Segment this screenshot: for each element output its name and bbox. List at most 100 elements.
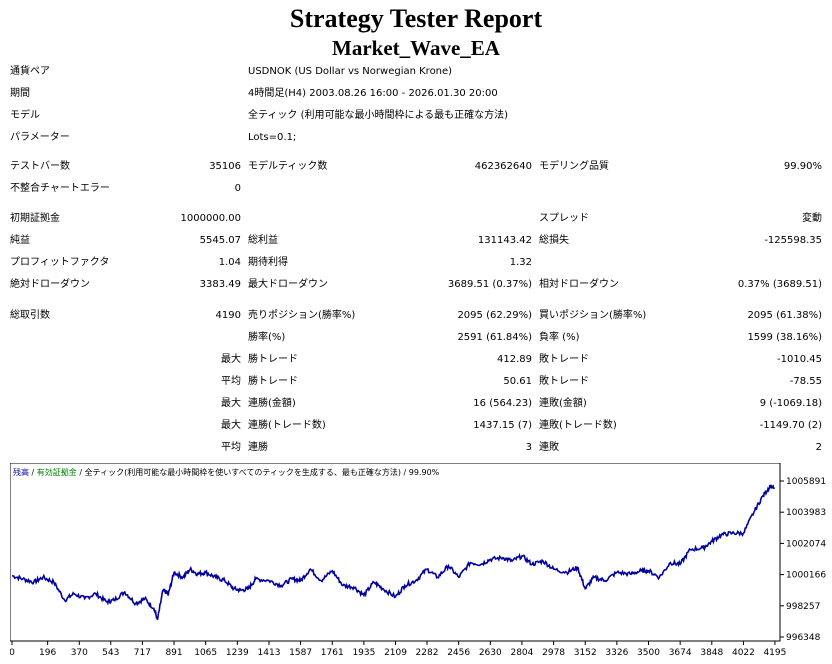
x-tick-label: 1761 <box>321 648 344 658</box>
x-tick-label: 3326 <box>605 648 628 658</box>
reldd-value: 0.37% (3689.51) <box>737 279 822 290</box>
x-tick-label: 717 <box>134 648 151 658</box>
maxloss-label: 連敗(トレード数) <box>539 420 617 431</box>
maxcons2-prefix: 最大 <box>221 420 241 431</box>
y-tick-label: 1000166 <box>786 571 826 581</box>
legend-model: 全ティック(利用可能な最小時間枠を使いすべてのティックを生成する、最も正確な方法… <box>85 467 401 477</box>
deposit-label: 初期証拠金 <box>10 213 60 224</box>
absdd-label: 絶対ドローダウン <box>10 279 90 290</box>
symbol-value: USDNOK (US Dollar vs Norwegian Krone) <box>248 66 453 77</box>
legend-sep-1: / <box>29 468 37 477</box>
x-tick-label: 4022 <box>732 648 755 658</box>
legend-quality: 99.90% <box>409 468 440 477</box>
payoff-label: 期待利得 <box>248 257 288 268</box>
legend-sep-3: / <box>401 468 409 477</box>
y-axis-ticks: 1005891 1003983 1002074 1000166 998257 996348 <box>780 477 826 643</box>
long-label: 買いポジション(勝率%) <box>539 310 647 321</box>
avgcons-loss-value: 2 <box>815 442 822 453</box>
x-tick-label: 4195 <box>763 648 786 658</box>
pf-value: 1.04 <box>218 257 241 268</box>
grossloss-value: -125598.35 <box>764 235 822 246</box>
x-tick-label: 1065 <box>194 648 217 658</box>
loss-value: 1599 (38.16%) <box>747 332 822 343</box>
avg-loss-value: -78.55 <box>789 376 822 387</box>
avgcons-prefix: 平均 <box>221 442 241 453</box>
short-value: 2095 (62.29%) <box>457 310 532 321</box>
avg-win-label: 勝トレード <box>248 376 298 387</box>
maxcons-prefix: 最大 <box>221 398 241 409</box>
x-tick-label: 3848 <box>700 648 723 658</box>
y-tick-label: 1003983 <box>786 508 826 518</box>
win-label: 勝率(%) <box>248 332 286 343</box>
absdd-value: 3383.49 <box>199 279 241 290</box>
maxloss-value: -1149.70 (2) <box>759 420 822 431</box>
mismatch-value: 0 <box>234 183 241 194</box>
model-label: モデル <box>10 110 40 121</box>
period-value: 4時間足(H4) 2003.08.26 16:00 - 2026.01.30 2… <box>248 88 498 99</box>
loss-label: 負率 (%) <box>539 332 580 343</box>
chart-legend: 残高 / 有効証拠金 / 全ティック(利用可能な最小時間枠を使いすべてのティック… <box>13 467 440 477</box>
x-tick-label: 2282 <box>416 648 439 658</box>
deposit-value: 1000000.00 <box>180 213 241 224</box>
x-tick-label: 3674 <box>669 648 692 658</box>
largest-loss-value: -1010.45 <box>777 354 822 365</box>
largest-win-label: 勝トレード <box>248 354 298 365</box>
maxcons-win-label: 連勝(金額) <box>248 398 296 409</box>
x-tick-label: 2804 <box>510 648 533 658</box>
balance-chart-svg: 残高 / 有効証拠金 / 全ティック(利用可能な最小時間枠を使いすべてのティック… <box>10 463 826 658</box>
grossprofit-value: 131143.42 <box>477 235 532 246</box>
balance-chart: 残高 / 有効証拠金 / 全ティック(利用可能な最小時間枠を使いすべてのティック… <box>10 463 828 664</box>
params-label: パラメーター <box>10 132 70 143</box>
x-tick-label: 1413 <box>258 648 281 658</box>
params-value: Lots=0.1; <box>248 132 297 143</box>
quality-label: モデリング品質 <box>539 161 609 172</box>
x-tick-label: 2456 <box>447 648 470 658</box>
maxprofit-value: 1437.15 (7) <box>473 420 532 431</box>
avgcons-win-label: 連勝 <box>248 442 268 453</box>
long-value: 2095 (61.38%) <box>747 310 822 321</box>
period-label: 期間 <box>10 88 30 99</box>
quality-value: 99.90% <box>783 161 822 172</box>
x-tick-label: 543 <box>102 648 119 658</box>
report-title: Strategy Tester Report <box>289 4 543 33</box>
avg-win-value: 50.61 <box>503 376 532 387</box>
netprofit-value: 5545.07 <box>199 235 241 246</box>
x-tick-label: 370 <box>71 648 88 658</box>
symbol-label: 通貨ペア <box>10 66 50 77</box>
x-tick-label: 1587 <box>289 648 312 658</box>
reldd-label: 相対ドローダウン <box>539 279 619 290</box>
bars-value: 35106 <box>209 161 241 172</box>
y-tick-label: 996348 <box>786 633 821 643</box>
ea-name: Market_Wave_EA <box>332 36 500 60</box>
x-tick-label: 3152 <box>574 648 597 658</box>
trades-value: 4190 <box>215 310 241 321</box>
largest-prefix: 最大 <box>221 354 241 365</box>
maxdd-label: 最大ドローダウン <box>248 279 328 290</box>
spread-label: スプレッド <box>539 213 589 224</box>
legend-balance: 残高 <box>13 467 29 477</box>
plot-frame <box>10 463 781 642</box>
x-tick-label: 3500 <box>637 648 660 658</box>
x-axis-ticks: 0 196 370 543 717 891 1065 1239 1413 1587 1761 1935… <box>10 641 786 658</box>
maxcons-loss-value: 9 (-1069.18) <box>759 398 822 409</box>
pf-label: プロフィットファクタ <box>10 257 110 268</box>
x-tick-label: 2978 <box>542 648 565 658</box>
grossloss-label: 総損失 <box>539 235 569 246</box>
y-tick-label: 1005891 <box>786 477 826 487</box>
payoff-value: 1.32 <box>509 257 532 268</box>
avg-loss-label: 敗トレード <box>539 376 589 387</box>
spread-value: 変動 <box>802 213 822 224</box>
x-tick-label: 2630 <box>479 648 502 658</box>
x-tick-label: 196 <box>39 648 56 658</box>
x-tick-label: 2109 <box>384 648 407 658</box>
x-tick-label: 891 <box>165 648 182 658</box>
ticks-label: モデルティック数 <box>248 161 328 172</box>
maxprofit-label: 連勝(トレード数) <box>248 420 326 431</box>
largest-loss-label: 敗トレード <box>539 354 589 365</box>
avgcons-win-value: 3 <box>525 442 532 453</box>
x-tick-label: 1239 <box>226 648 249 658</box>
netprofit-label: 純益 <box>10 235 30 246</box>
largest-win-value: 412.89 <box>497 354 532 365</box>
trades-label: 総取引数 <box>10 310 50 321</box>
maxcons-win-value: 16 (564.23) <box>473 398 532 409</box>
